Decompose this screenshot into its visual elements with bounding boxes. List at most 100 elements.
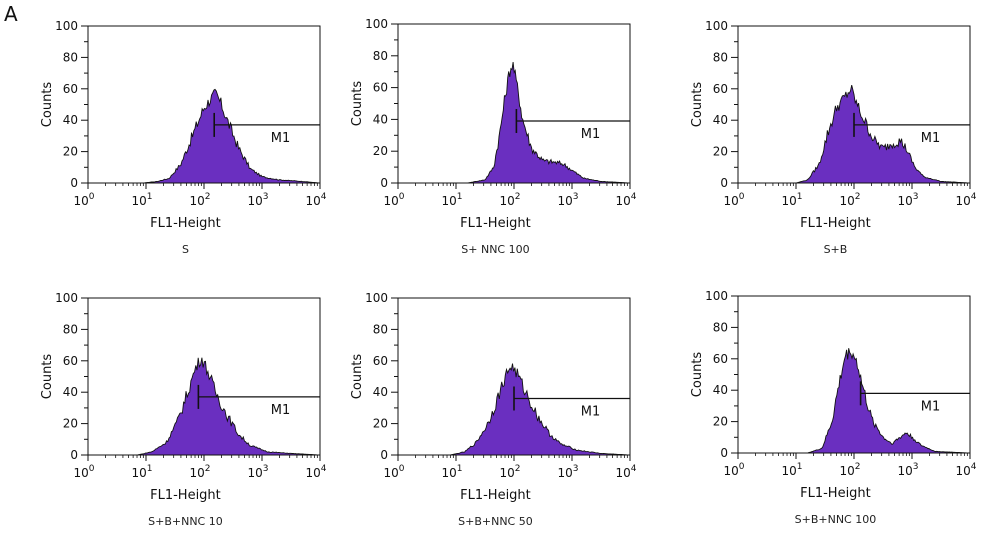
x-tick-exponent: 2 [515,464,521,474]
x-tick-exponent: 4 [971,462,977,472]
y-tick-label: 100 [55,19,78,33]
y-axis-title: Counts [350,81,365,127]
gate-label: M1 [921,131,941,146]
y-tick-label: 0 [380,448,388,462]
y-tick-label: 100 [365,291,388,305]
x-tick-label: 103 [897,462,918,478]
x-tick-label: 101 [441,192,462,208]
x-tick-label: 104 [955,192,976,208]
histogram-area [450,363,631,456]
y-tick-label: 60 [373,81,388,95]
x-tick-exponent: 3 [913,192,919,202]
x-tick-label: 102 [839,192,860,208]
y-tick-label: 40 [63,113,78,127]
x-axis-title: FL1-Height [150,488,221,503]
x-tick-label: 103 [247,192,268,208]
y-tick-label: 80 [63,322,78,336]
y-axis-title: Counts [40,354,55,400]
gate-label: M1 [271,403,291,418]
x-tick-exponent: 0 [399,464,405,474]
sample-caption: S+ NNC 100 [461,243,529,256]
x-tick-label: 102 [499,464,520,480]
y-tick-label: 60 [63,354,78,368]
y-axis-title: Counts [690,352,705,398]
gate-label: M1 [921,399,941,414]
y-tick-label: 40 [713,383,728,397]
x-tick-exponent: 0 [739,192,745,202]
y-tick-label: 20 [63,417,78,431]
x-axis-title: FL1-Height [460,488,531,503]
x-tick-exponent: 2 [205,192,211,202]
y-tick-label: 100 [55,291,78,305]
x-tick-exponent: 3 [913,462,919,472]
x-tick-exponent: 1 [457,464,463,474]
x-tick-label: 104 [955,462,976,478]
y-tick-label: 80 [713,50,728,64]
y-tick-label: 100 [365,17,388,31]
y-tick-label: 0 [380,176,388,190]
y-tick-label: 80 [373,49,388,63]
x-tick-exponent: 2 [515,192,521,202]
y-tick-label: 20 [63,145,78,159]
x-tick-label: 100 [383,192,404,208]
x-tick-exponent: 1 [147,464,153,474]
y-axis-title: Counts [350,354,365,400]
y-tick-label: 40 [713,113,728,127]
x-tick-exponent: 4 [321,192,327,202]
x-tick-label: 103 [897,192,918,208]
gate-label: M1 [581,404,601,419]
x-tick-label: 100 [723,462,744,478]
y-tick-label: 20 [373,144,388,158]
y-tick-label: 0 [70,448,78,462]
histogram-area [795,84,971,184]
x-tick-exponent: 0 [739,462,745,472]
gate-label: M1 [271,131,291,146]
y-tick-label: 40 [373,385,388,399]
y-tick-label: 20 [713,415,728,429]
y-tick-label: 60 [373,354,388,368]
y-axis-title: Counts [40,82,55,128]
x-tick-label: 102 [839,462,860,478]
histogram-area [467,62,631,184]
y-tick-label: 80 [373,322,388,336]
x-tick-exponent: 1 [797,462,803,472]
x-tick-exponent: 1 [147,192,153,202]
histogram-area [807,348,970,454]
x-tick-label: 104 [615,192,636,208]
y-tick-label: 20 [713,145,728,159]
y-tick-label: 20 [373,417,388,431]
x-tick-exponent: 2 [205,464,211,474]
x-tick-exponent: 1 [457,192,463,202]
x-tick-exponent: 0 [399,192,405,202]
x-tick-label: 103 [557,192,578,208]
x-tick-exponent: 1 [797,192,803,202]
histogram-area [143,88,321,184]
x-tick-label: 102 [499,192,520,208]
y-tick-label: 100 [705,19,728,33]
y-tick-label: 80 [713,320,728,334]
sample-caption: S+B [824,243,848,256]
y-axis-title: Counts [690,82,705,128]
x-tick-label: 104 [615,464,636,480]
y-tick-label: 80 [63,50,78,64]
y-tick-label: 0 [70,176,78,190]
x-axis-title: FL1-Height [800,486,871,501]
x-tick-label: 101 [131,464,152,480]
x-tick-exponent: 3 [263,464,269,474]
x-axis-title: FL1-Height [150,216,221,231]
x-tick-exponent: 2 [855,192,861,202]
x-tick-label: 101 [131,192,152,208]
y-tick-label: 40 [373,112,388,126]
x-tick-label: 101 [441,464,462,480]
x-tick-label: 104 [305,192,326,208]
x-tick-exponent: 0 [89,192,95,202]
y-tick-label: 0 [720,446,728,460]
x-tick-label: 101 [781,192,802,208]
x-tick-label: 100 [723,192,744,208]
